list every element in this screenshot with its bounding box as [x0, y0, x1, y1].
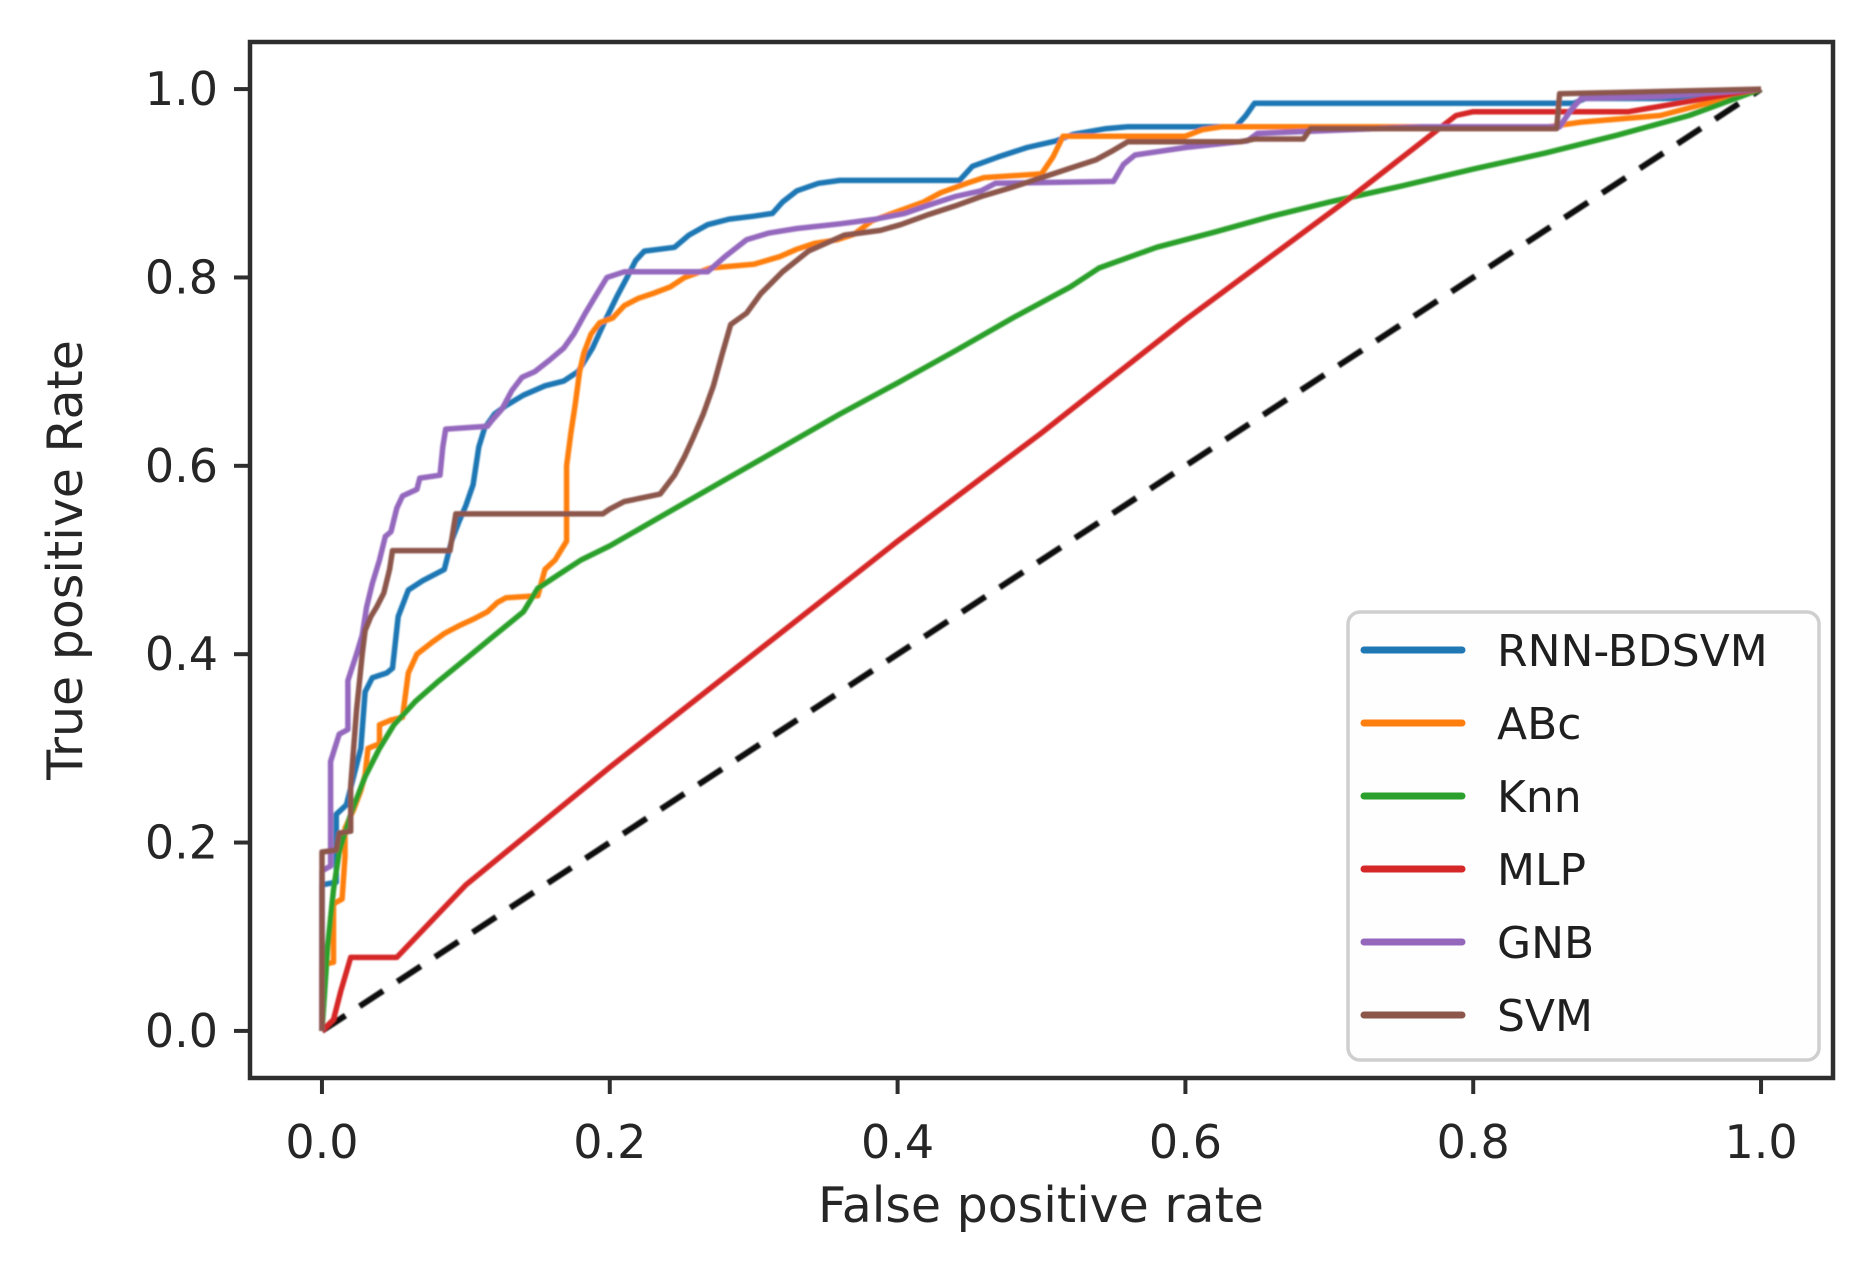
y-tick-label: 0.6	[145, 439, 218, 493]
legend-entries: RNN-BDSVM ABc Knn MLP GNB SVM	[1360, 626, 1768, 1042]
x-tick-label: 0.8	[1437, 1115, 1510, 1169]
series-line-MLP	[320, 86, 1762, 1033]
legend-label-GNB: GNB	[1497, 918, 1594, 969]
y-tick-label: 0.8	[145, 250, 218, 304]
y-tick-label: 0.2	[145, 816, 218, 870]
series-line-GNB	[319, 86, 1762, 1031]
series-line-ABc	[319, 86, 1762, 1031]
series-line-chance-diagonal	[320, 86, 1763, 1034]
y-axis-label: True positive Rate	[37, 340, 94, 781]
y-tick-label: 0.4	[145, 627, 218, 681]
legend-label-SVM: SVM	[1497, 991, 1593, 1042]
x-tick-label: 0.6	[1149, 1115, 1222, 1169]
x-tick-label: 0.2	[573, 1115, 646, 1169]
y-axis-ticks: 0.0 0.2 0.4 0.6 0.8 1.0	[145, 62, 250, 1058]
series-line-Knn	[319, 86, 1762, 1032]
series-lines	[319, 86, 1763, 1034]
legend-label-RNN-BDSVM: RNN-BDSVM	[1497, 626, 1768, 677]
legend-label-Knn: Knn	[1497, 772, 1582, 823]
x-tick-label: 0.0	[285, 1115, 358, 1169]
legend-label-MLP: MLP	[1497, 845, 1586, 896]
legend-box: RNN-BDSVM ABc Knn MLP GNB SVM	[1346, 610, 1821, 1062]
y-tick-label: 0.0	[145, 1004, 218, 1058]
y-tick-label: 1.0	[145, 62, 218, 116]
legend-label-ABc: ABc	[1497, 699, 1581, 750]
axes-spines	[247, 39, 1836, 1081]
x-axis-label: False positive rate	[818, 1177, 1264, 1234]
series-line-SVM	[319, 86, 1762, 1031]
legend-frame	[1346, 610, 1821, 1062]
x-tick-label: 0.4	[861, 1115, 934, 1169]
x-axis-ticks: 0.0 0.2 0.4 0.6 0.8 1.0	[285, 1078, 1798, 1169]
x-tick-label: 1.0	[1724, 1115, 1797, 1169]
